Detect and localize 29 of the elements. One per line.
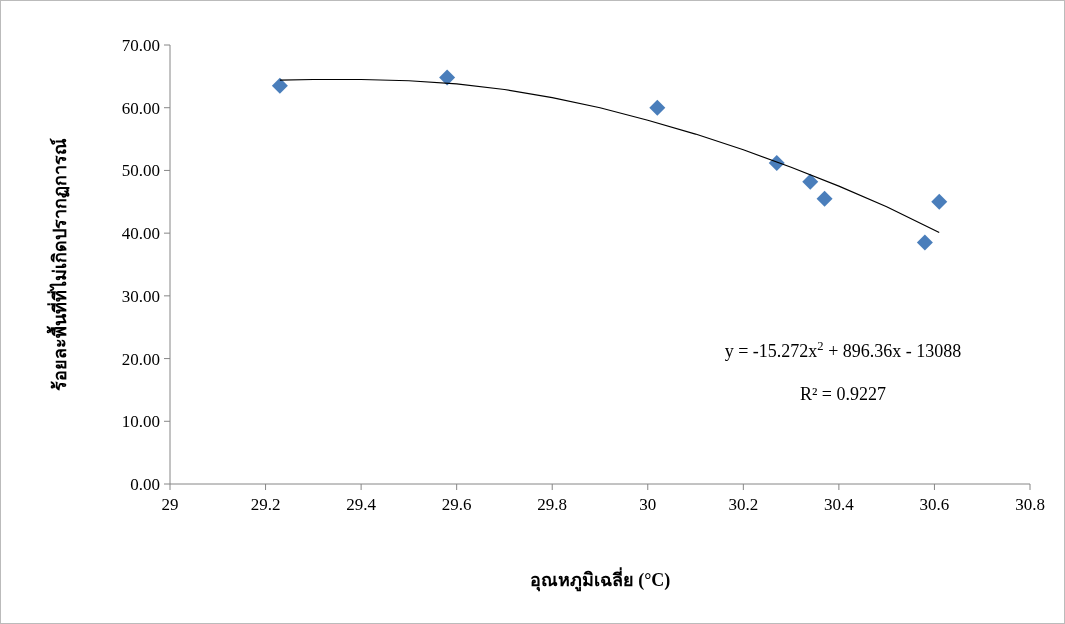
point (802, 173, 819, 190)
point (916, 234, 933, 251)
point (931, 193, 948, 210)
x-tick-label: 30 (639, 495, 657, 514)
x-tick-label: 29.6 (441, 495, 472, 514)
y-tick-label: 0.00 (130, 475, 160, 494)
y-tick-label: 10.00 (121, 412, 160, 432)
y-tick-label: 40.00 (121, 224, 160, 244)
annotation: R² = 0.9227 (799, 384, 887, 404)
point (816, 190, 833, 207)
point (271, 77, 288, 94)
x-tick-label: 29.4 (346, 495, 377, 514)
y-tick-label: 30.00 (121, 286, 160, 306)
x-axis-title: อุณหภูมิเฉลี่ย (°C) (529, 567, 671, 592)
y-tick-label: 70.00 (121, 36, 160, 55)
y-axis-title: ร้อยละพื้นที่ที่ไม่เกิดปรากฏการณ์ (46, 138, 70, 391)
y-tick-label: 60.00 (121, 98, 160, 118)
y-tick-label: 20.00 (121, 349, 160, 369)
x-tick-label: 30.6 (919, 495, 950, 514)
y-tick-label: 50.00 (121, 161, 160, 181)
point (649, 99, 666, 116)
x-tick-label: 29.8 (537, 495, 568, 514)
x-tick-label: 30.2 (728, 495, 759, 514)
x-tick-label: 29 (161, 495, 179, 514)
point (439, 69, 456, 86)
x-tick-label: 29.2 (250, 495, 281, 514)
x-tick-label: 30.8 (1015, 495, 1045, 514)
x-tick-label: 30.4 (824, 495, 855, 514)
annotation: y = -15.272x$^{2}$ + 896.36x - 13088 (724, 339, 962, 361)
